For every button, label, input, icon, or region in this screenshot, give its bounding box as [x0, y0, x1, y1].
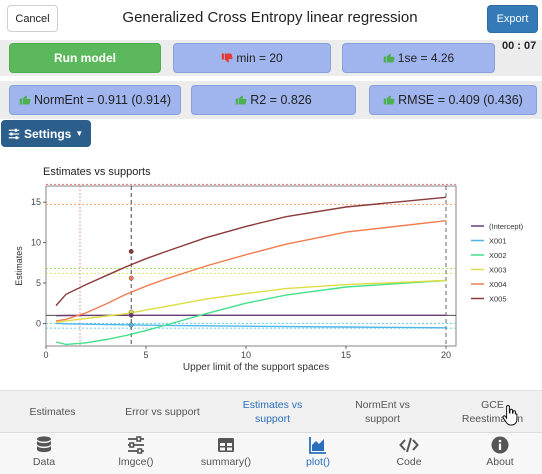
one-se-badge[interactable]: 1se = 4.26 — [342, 43, 495, 73]
estimates-vs-supports-chart: Estimates vs supports 0 5 10 15 20 0 5 10 15 Upper… — [14, 166, 524, 373]
rmse-badge[interactable]: RMSE = 0.409 (0.436) — [369, 85, 537, 115]
nav-code-label: Code — [396, 456, 422, 468]
y-tick-label-2: 10 — [31, 238, 41, 248]
legend-label-4: X004 — [489, 280, 507, 289]
chart-title: Estimates vs supports — [43, 166, 151, 178]
nav-about-label: About — [486, 456, 514, 468]
bottom-nav: Data lmgce() summary() plot() Code — [0, 432, 542, 474]
thumbs-down-icon — [222, 53, 233, 63]
x-tick-label-3: 15 — [341, 350, 351, 360]
x-tick-label-4: 20 — [441, 350, 451, 360]
y-tick-label-1: 5 — [36, 278, 41, 288]
header: Cancel Generalized Cross Entropy linear … — [0, 0, 542, 38]
nav-data[interactable]: Data — [14, 435, 74, 474]
nav-plot[interactable]: plot() — [288, 435, 348, 474]
one-se-value: 1se = 4.26 — [397, 51, 455, 65]
series-line-5 — [55, 196, 447, 307]
min-value: min = 20 — [236, 51, 283, 65]
x-tick-label-0: 0 — [43, 350, 48, 360]
series-line-4 — [55, 220, 447, 322]
marker-1 — [128, 275, 134, 281]
plot-panel — [45, 185, 457, 347]
thumbs-up-icon — [19, 95, 31, 105]
nav-plot-label: plot() — [306, 456, 330, 468]
y-tick-label-0: 0 — [36, 318, 41, 328]
legend-label-3: X003 — [489, 266, 507, 275]
marker-4 — [128, 322, 134, 328]
r2-value: R2 = 0.826 — [250, 93, 312, 107]
norment-value: NormEnt = 0.911 (0.914) — [34, 93, 171, 107]
series-line-2 — [55, 279, 447, 346]
code-icon — [399, 437, 419, 453]
x-axis-label: Upper limit of the support spaces — [183, 362, 329, 373]
cancel-button[interactable]: Cancel — [7, 5, 58, 32]
legend-label-2: X002 — [489, 251, 507, 260]
plot-tabs: Estimates Error vs support Estimates vs … — [0, 390, 542, 432]
hand-cursor-icon — [502, 404, 518, 426]
metrics-row-2: NormEnt = 0.911 (0.914) R2 = 0.826 RMSE … — [0, 81, 542, 119]
series-line-3 — [55, 279, 447, 324]
x-tick-label-1: 5 — [143, 350, 148, 360]
tab-estimates-vs-support[interactable]: Estimates vs support — [242, 399, 303, 425]
settings-button[interactable]: Settings ▼ — [1, 120, 91, 147]
nav-summary-label: summary() — [200, 456, 252, 468]
nav-data-label: Data — [32, 456, 56, 468]
run-model-button[interactable]: Run model — [9, 43, 161, 73]
nav-lmgce[interactable]: lmgce() — [106, 435, 166, 474]
caret-down-icon: ▼ — [75, 129, 84, 138]
legend-label-0: (Intercept) — [489, 222, 524, 231]
info-icon — [491, 436, 509, 454]
page-title: Generalized Cross Entropy linear regress… — [122, 9, 418, 26]
chart-area-icon — [309, 437, 326, 454]
tab-error-vs-support[interactable]: Error vs support — [125, 406, 200, 418]
tab-norment-vs-support[interactable]: NormEnt vs support — [355, 399, 410, 425]
nav-about[interactable]: About — [470, 435, 530, 474]
nav-lmgce-label: lmgce() — [118, 456, 154, 468]
database-icon — [37, 436, 51, 453]
nav-summary[interactable]: summary() — [196, 435, 256, 474]
legend-label-5: X005 — [489, 295, 507, 304]
thumbs-up-icon — [235, 95, 247, 105]
metrics-row-1: Run model min = 20 1se = 4.26 00 : 07 — [0, 40, 542, 76]
norment-badge[interactable]: NormEnt = 0.911 (0.914) — [9, 85, 181, 115]
marker-3 — [128, 312, 134, 318]
rmse-value: RMSE = 0.409 (0.436) — [398, 93, 523, 107]
table-icon — [218, 438, 234, 452]
tab-estimates[interactable]: Estimates — [29, 406, 76, 418]
thumbs-up-icon — [383, 53, 395, 63]
y-tick-label-3: 15 — [31, 197, 41, 207]
series-line-1 — [55, 322, 447, 329]
marker-0 — [128, 249, 134, 254]
thumbs-up-icon — [383, 95, 395, 105]
legend-label-1: X001 — [489, 237, 507, 246]
nav-code[interactable]: Code — [379, 435, 439, 474]
r2-badge[interactable]: R2 = 0.826 — [191, 85, 356, 115]
settings-label: Settings — [24, 126, 72, 141]
export-button[interactable]: Export — [487, 5, 538, 33]
elapsed-timer: 00 : 07 — [502, 40, 537, 52]
sliders-icon — [128, 436, 144, 454]
y-axis-label: Estimates — [14, 246, 24, 286]
min-badge[interactable]: min = 20 — [173, 43, 331, 73]
sliders-icon — [8, 128, 20, 139]
x-tick-label-2: 10 — [241, 350, 251, 360]
